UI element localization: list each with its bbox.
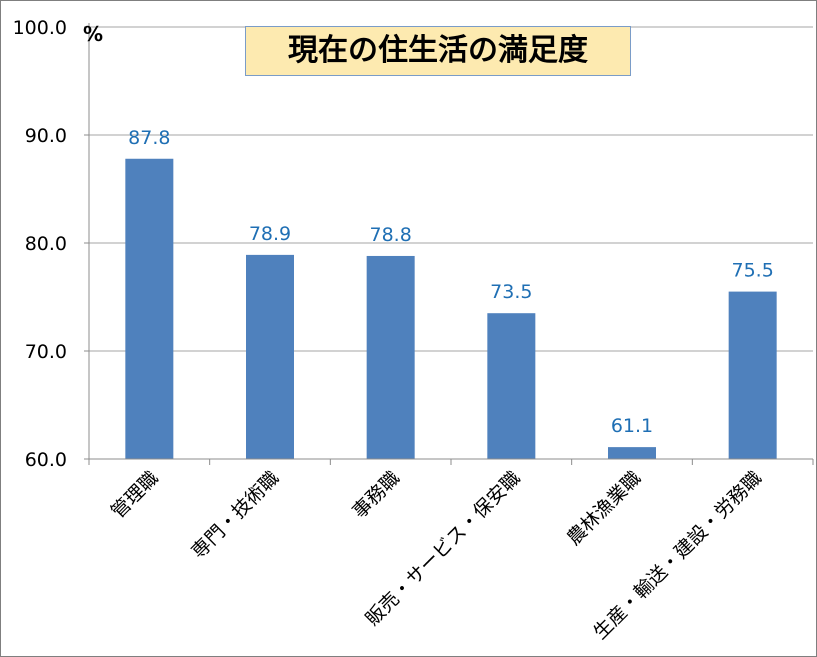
bars — [125, 158, 777, 459]
bar — [487, 313, 536, 459]
data-labels: 87.8 78.9 78.8 73.5 61.1 75.5 — [128, 127, 774, 437]
category-label: 専門・技術職 — [187, 467, 283, 563]
y-axis-tick-labels: 60.0 70.0 80.0 90.0 100.0 — [13, 17, 67, 471]
y-tick-label: 100.0 — [13, 17, 67, 39]
y-tick-label: 80.0 — [25, 233, 67, 255]
data-label: 61.1 — [611, 415, 653, 437]
y-tick-label: 90.0 — [25, 125, 67, 147]
data-label: 78.8 — [370, 224, 412, 246]
category-label: 農林漁業職 — [563, 467, 646, 550]
data-label: 73.5 — [490, 281, 532, 303]
data-label: 78.9 — [249, 223, 291, 245]
data-label: 87.8 — [128, 127, 170, 149]
y-tick-label: 70.0 — [25, 341, 67, 363]
bar — [246, 254, 294, 459]
category-label: 管理職 — [107, 467, 163, 523]
bar — [608, 447, 656, 459]
bar — [366, 255, 415, 459]
category-label: 事務職 — [348, 467, 404, 523]
bar — [125, 158, 174, 459]
bar — [728, 291, 777, 459]
y-axis-unit-label: % — [83, 22, 103, 46]
y-tick-label: 60.0 — [25, 449, 67, 471]
data-label: 75.5 — [732, 260, 774, 282]
axes — [84, 23, 814, 465]
chart-title: 現在の住生活の満足度 — [245, 26, 631, 76]
